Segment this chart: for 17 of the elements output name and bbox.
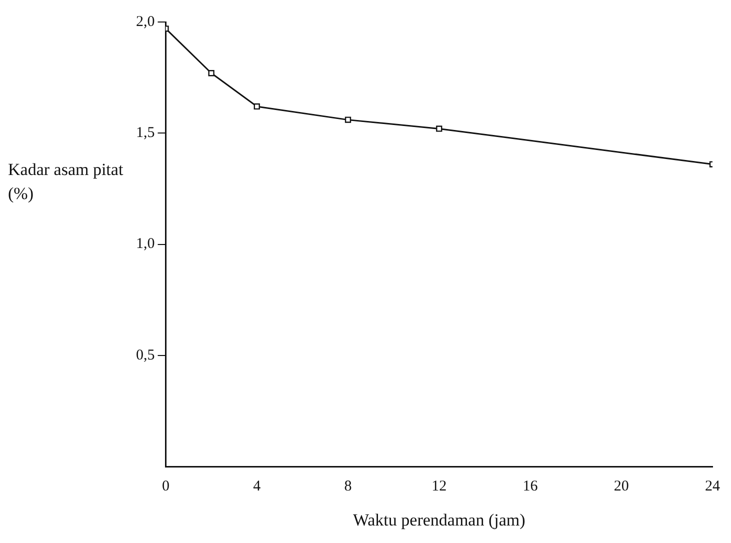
point: [436, 126, 442, 132]
point: [344, 116, 352, 123]
point: [254, 103, 260, 110]
y-axis-title: Kadar asam pitat (%): [8, 159, 124, 205]
x-tick-label: 0: [162, 478, 170, 495]
x-tick-label: 20: [614, 478, 629, 495]
point: [208, 70, 214, 76]
x-axis-title: Waktu perendaman (jam): [352, 510, 526, 530]
x-tick-label: 16: [522, 478, 538, 495]
y-tick-label: 1,0: [136, 236, 155, 252]
x-tick-label: 4: [253, 478, 262, 495]
y-tick-label: 2,0: [136, 14, 155, 30]
x-tick-label: 24: [705, 478, 720, 495]
x-tick-label: 12: [432, 478, 447, 495]
y-tick-label: 0,5: [136, 347, 155, 364]
x-tick-label: 8: [344, 478, 352, 495]
y-tick-label: 1,5: [136, 125, 155, 142]
